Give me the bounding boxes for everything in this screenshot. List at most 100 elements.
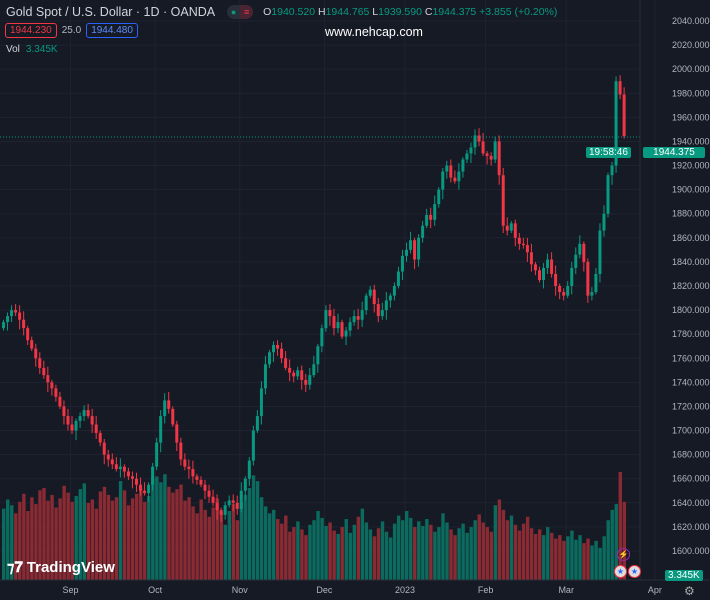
volume-bar — [94, 508, 99, 580]
candles — [2, 75, 626, 523]
buy-button[interactable]: 1944.480 — [86, 23, 138, 38]
volume-bar — [243, 494, 248, 580]
candle-body — [582, 243, 586, 262]
volume-bar — [437, 527, 441, 580]
candle-body — [191, 469, 195, 477]
volume-bar — [332, 530, 336, 580]
candle-body — [413, 240, 417, 260]
volume-bar — [554, 538, 558, 580]
time-tick-label: 2023 — [395, 585, 415, 595]
volume-bar — [469, 527, 473, 580]
volume-bar — [54, 507, 58, 580]
candle-body — [42, 367, 46, 376]
time-tick-label: Mar — [558, 585, 574, 595]
volume-bar — [106, 494, 111, 580]
candle-body — [118, 466, 122, 470]
sell-button[interactable]: 1944.230 — [5, 23, 57, 38]
volume-bar — [542, 535, 546, 580]
volume-bar — [578, 535, 582, 580]
candle-body — [457, 171, 461, 182]
candle-body — [622, 94, 626, 137]
candle-body — [562, 292, 566, 296]
candle-body — [122, 466, 126, 472]
market-status-toggle[interactable]: ● ≡ — [227, 5, 254, 19]
volume-bar — [159, 482, 163, 580]
candle-body — [352, 316, 356, 323]
price-tick-label: 1740.000 — [672, 377, 710, 387]
candle-body — [469, 147, 473, 154]
candle-body — [243, 478, 247, 491]
candle-body — [263, 364, 267, 389]
candle-body — [151, 466, 155, 485]
volume-bar — [320, 517, 324, 580]
candle-body — [308, 375, 312, 385]
volume-bar — [70, 501, 74, 580]
volume-bar — [376, 528, 381, 580]
candle-body — [304, 379, 308, 385]
candle-body — [223, 505, 227, 515]
volume-bar — [497, 499, 502, 580]
candle-body — [255, 416, 259, 431]
volume-legend: Vol 3.345K — [6, 44, 58, 55]
candle-body — [22, 319, 26, 329]
candle-body — [94, 424, 98, 433]
volume-bar — [473, 520, 477, 580]
candle-body — [425, 214, 429, 226]
settings-gear-icon[interactable]: ⚙ — [684, 584, 695, 598]
candle-body — [167, 400, 171, 409]
candle-body — [26, 328, 30, 341]
volume-bar — [130, 498, 135, 580]
tradingview-logo[interactable]: ⁊𝟕 TradingView — [7, 558, 115, 577]
candle-body — [70, 424, 74, 431]
candle-body — [126, 471, 130, 477]
volume-bar — [525, 516, 530, 580]
candle-body — [2, 322, 5, 329]
time-tick-label: Nov — [232, 585, 249, 595]
candle-body — [114, 464, 118, 470]
volume-bar — [66, 492, 70, 580]
candle-body — [437, 189, 441, 205]
candle-body — [376, 304, 380, 317]
volume-bar — [586, 538, 590, 580]
volume-bar — [235, 520, 240, 580]
candle-body — [14, 310, 18, 313]
candle-body — [445, 165, 449, 172]
time-tick-label: Oct — [148, 585, 163, 595]
volume-bars — [2, 471, 627, 580]
volume-bar — [122, 490, 127, 580]
price-tick-label: 1940.000 — [672, 136, 710, 146]
volume-bar — [308, 524, 312, 580]
chart-header: Gold Spot / U.S. Dollar · 1D · OANDA ● ≡… — [6, 5, 557, 19]
candle-body — [461, 159, 465, 172]
volume-bar — [207, 516, 211, 580]
volume-bar — [215, 498, 219, 580]
candle-body — [207, 490, 211, 497]
volume-bar — [251, 475, 256, 580]
volume-bar — [610, 509, 614, 580]
volume-bar — [288, 531, 292, 580]
volume-bar — [417, 521, 421, 580]
candle-body — [54, 388, 58, 397]
volume-bar — [562, 540, 566, 580]
us-flag-event-icon-2[interactable]: ★ — [628, 565, 641, 578]
candle-body — [493, 141, 497, 160]
us-flag-event-icon[interactable]: ★ — [614, 565, 627, 578]
lightning-event-icon[interactable]: ⚡ — [617, 548, 630, 561]
price-tick-label: 1840.000 — [672, 257, 710, 267]
price-tick-label: 2000.000 — [672, 64, 710, 74]
candle-body — [618, 81, 622, 95]
candle-body — [179, 442, 183, 460]
volume-bar — [546, 527, 550, 580]
volume-bar — [179, 484, 183, 580]
trade-buttons: 1944.230 25.0 1944.480 — [5, 23, 138, 38]
volume-bar — [533, 534, 538, 580]
candle-body — [328, 310, 332, 317]
volume-bar — [360, 508, 365, 580]
symbol-title[interactable]: Gold Spot / U.S. Dollar · 1D · OANDA — [6, 5, 216, 19]
volume-bar — [191, 506, 195, 580]
volume-bar — [86, 502, 91, 580]
candle-body — [356, 316, 360, 320]
candle-body — [533, 264, 537, 271]
candle-body — [485, 153, 489, 156]
